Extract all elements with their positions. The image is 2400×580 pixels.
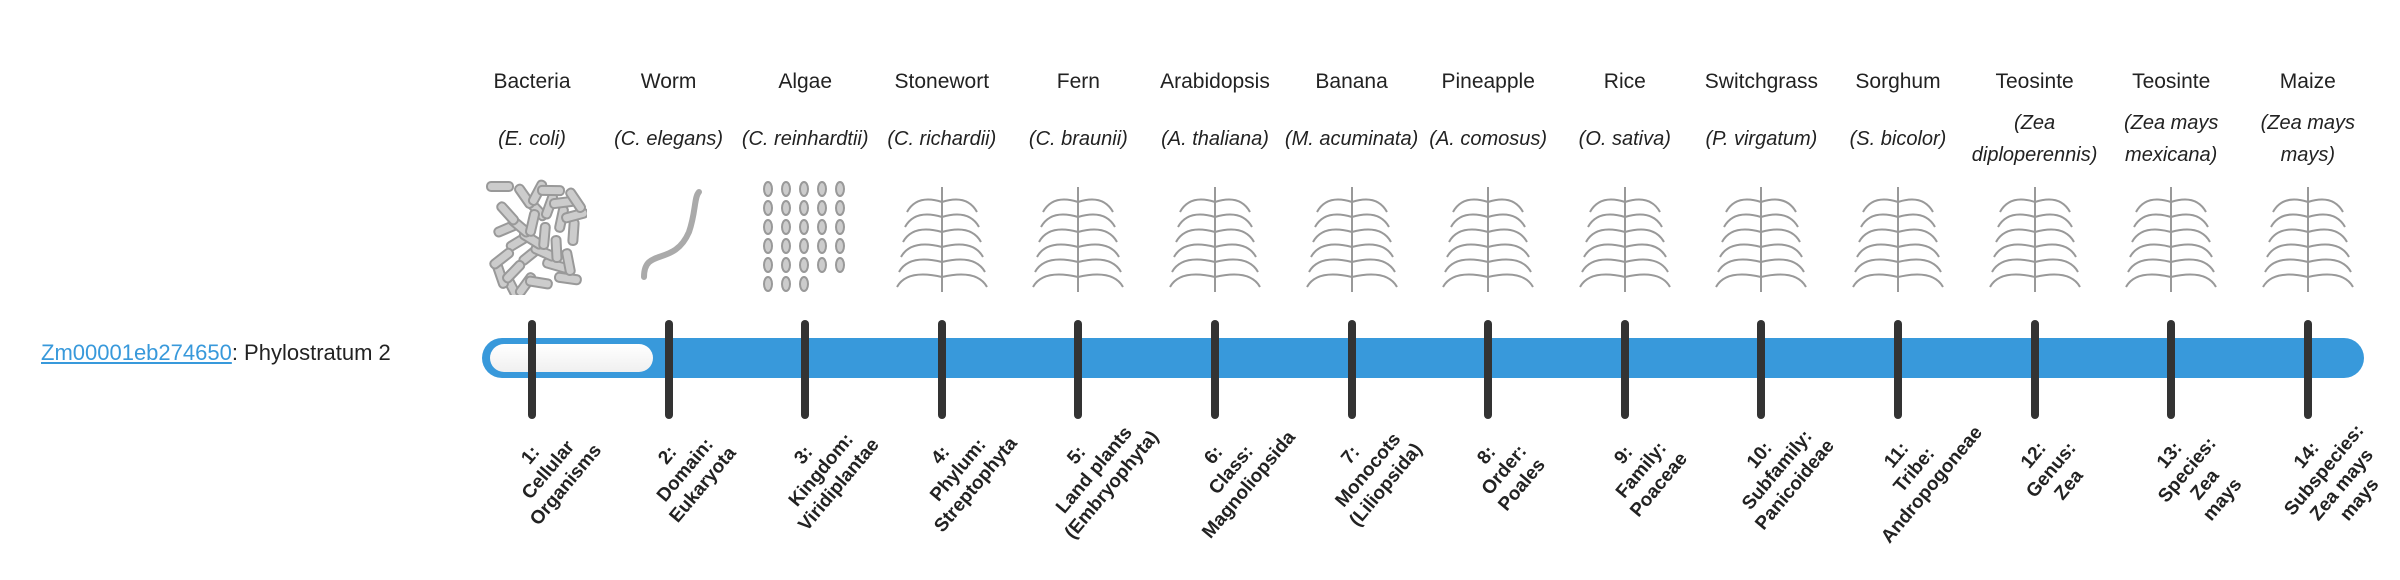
- organism-latin-name: (P. virgatum): [1705, 128, 1818, 150]
- pineapple-icon: [1433, 177, 1543, 295]
- organism-latin-name: (Zea mays mays): [2260, 112, 2356, 166]
- stratum-header: Stonewort (C. richardii): [874, 66, 1010, 176]
- stratum-tick: [664, 320, 673, 419]
- organism-name: Worm: [640, 70, 697, 93]
- phylostratum-text: : Phylostratum 2: [231, 340, 391, 365]
- phylostratum-bar: [482, 338, 2364, 378]
- switchgrass-icon: [1706, 177, 1816, 295]
- organism-latin-name: (Zea mays mexicana): [2123, 112, 2219, 166]
- stratum-header: Banana (M. acuminata): [1284, 66, 1420, 176]
- stratum-tick: [937, 320, 946, 419]
- stratum-header: Arabidopsis (A. thaliana): [1147, 66, 1283, 176]
- stratum-label: 8: Order: Poales: [1473, 441, 1550, 516]
- stratum-label: 12: Genus: Zea: [2016, 438, 2088, 505]
- stratum-label: 1: Cellular Organisms: [517, 436, 606, 530]
- organism-latin-name: (S. bicolor): [1849, 128, 1947, 150]
- algae-icon: [750, 177, 860, 295]
- organism-latin-name: (E. coli): [498, 128, 566, 150]
- stratum-label: 2: Domain: Eukaryota: [652, 434, 741, 527]
- rice-icon: [1570, 177, 1680, 295]
- stratum-tick: [1620, 320, 1629, 419]
- stratum-tick: [2167, 320, 2176, 419]
- organism-latin-name: (A. thaliana): [1161, 128, 1269, 150]
- organism-name: Teosinte: [2132, 70, 2211, 93]
- stratum-label: 9: Family: Poaceae: [1610, 437, 1692, 522]
- sorghum-icon: [1843, 177, 1953, 295]
- stratum-tick: [2303, 320, 2312, 419]
- stratum-header: Pineapple (A. comosus): [1420, 66, 1556, 176]
- stratum-tick: [1347, 320, 1356, 419]
- stratum-tick: [528, 320, 536, 419]
- maize-icon: [2253, 177, 2363, 295]
- organism-latin-name: (C. reinhardtii): [741, 128, 869, 150]
- stratum-header: Maize (Zea mays mays): [2240, 66, 2376, 176]
- arabidopsis-icon: [1160, 177, 1270, 295]
- organism-name: Arabidopsis: [1160, 70, 1270, 93]
- organism-name: Maize: [2279, 70, 2336, 93]
- organism-name: Switchgrass: [1704, 70, 1818, 93]
- stratum-label: 6: Class: Magnoliopsida: [1198, 427, 1300, 543]
- organism-name: Fern: [1056, 70, 1100, 93]
- stratum-label: 13: Species: Zea mays: [2153, 433, 2247, 526]
- stratum-label: 4: Phylum: Streptophyta: [926, 433, 1022, 537]
- stratum-header: Bacteria (E. coli): [464, 66, 600, 176]
- banana-icon: [1297, 177, 1407, 295]
- gene-link[interactable]: Zm00001eb274650: [41, 340, 232, 365]
- stratum-tick: [1894, 320, 1902, 419]
- organism-latin-name: (O. sativa): [1578, 128, 1671, 150]
- organism-name: Sorghum: [1855, 70, 1941, 93]
- organism-latin-name: (C. braunii): [1028, 128, 1128, 150]
- stratum-tick: [1757, 320, 1766, 419]
- worm-icon: [614, 177, 724, 295]
- organism-latin-name: (C. elegans): [614, 128, 724, 150]
- stratum-label: 14: Subspecies: Zea mays mays: [2280, 420, 2384, 526]
- stratum-tick: [1074, 320, 1083, 419]
- stratum-header: Teosinte (Zea mays mexicana): [2103, 66, 2239, 176]
- stratum-tick: [801, 320, 810, 419]
- stonewort-icon: [887, 177, 997, 295]
- bacteria-icon: [477, 177, 589, 302]
- phylostratum-fill: [490, 344, 653, 372]
- stratum-label: 5: Land plants (Embryophyta): [1052, 422, 1164, 544]
- organism-latin-name: (Zea diploperennis): [1971, 112, 2098, 166]
- stratum-header: Sorghum (S. bicolor): [1830, 66, 1966, 176]
- organism-name: Banana: [1315, 70, 1388, 93]
- organism-latin-name: (M. acuminata): [1284, 128, 1419, 150]
- organism-name: Bacteria: [493, 70, 571, 93]
- stratum-header: Switchgrass (P. virgatum): [1693, 66, 1829, 176]
- stratum-header: Rice (O. sativa): [1557, 66, 1693, 176]
- organism-latin-name: (C. richardii): [887, 128, 997, 150]
- stratum-header: Worm (C. elegans): [601, 66, 737, 176]
- teosinte-icon: [2116, 177, 2226, 295]
- organism-name: Rice: [1603, 70, 1646, 93]
- stratum-label: 7: Monocots (Liliopsida): [1331, 429, 1427, 531]
- teosinte-icon: [1980, 177, 2090, 295]
- stratum-tick: [1484, 320, 1493, 419]
- stratum-label: 3: Kingdom: Viridiplantae: [785, 429, 884, 536]
- fern-icon: [1023, 177, 1133, 295]
- stratum-header: Algae (C. reinhardtii): [737, 66, 873, 176]
- stratum-header: Fern (C. braunii): [1010, 66, 1146, 176]
- organism-name: Pineapple: [1441, 70, 1535, 93]
- stratum-header: Teosinte (Zea diploperennis): [1967, 66, 2103, 176]
- gene-phylostratum-label: Zm00001eb274650: Phylostratum 2: [41, 340, 391, 366]
- organism-name: Teosinte: [1995, 70, 2074, 93]
- organism-latin-name: (A. comosus): [1429, 128, 1548, 150]
- stratum-label: 10: Subfamily: Panicoideae: [1738, 426, 1840, 535]
- stratum-label: 11: Tribe: Andropogoneae: [1877, 422, 1987, 548]
- stratum-tick: [1211, 320, 1219, 419]
- organism-name: Algae: [778, 70, 833, 93]
- stratum-tick: [2030, 320, 2039, 419]
- organism-name: Stonewort: [894, 70, 990, 93]
